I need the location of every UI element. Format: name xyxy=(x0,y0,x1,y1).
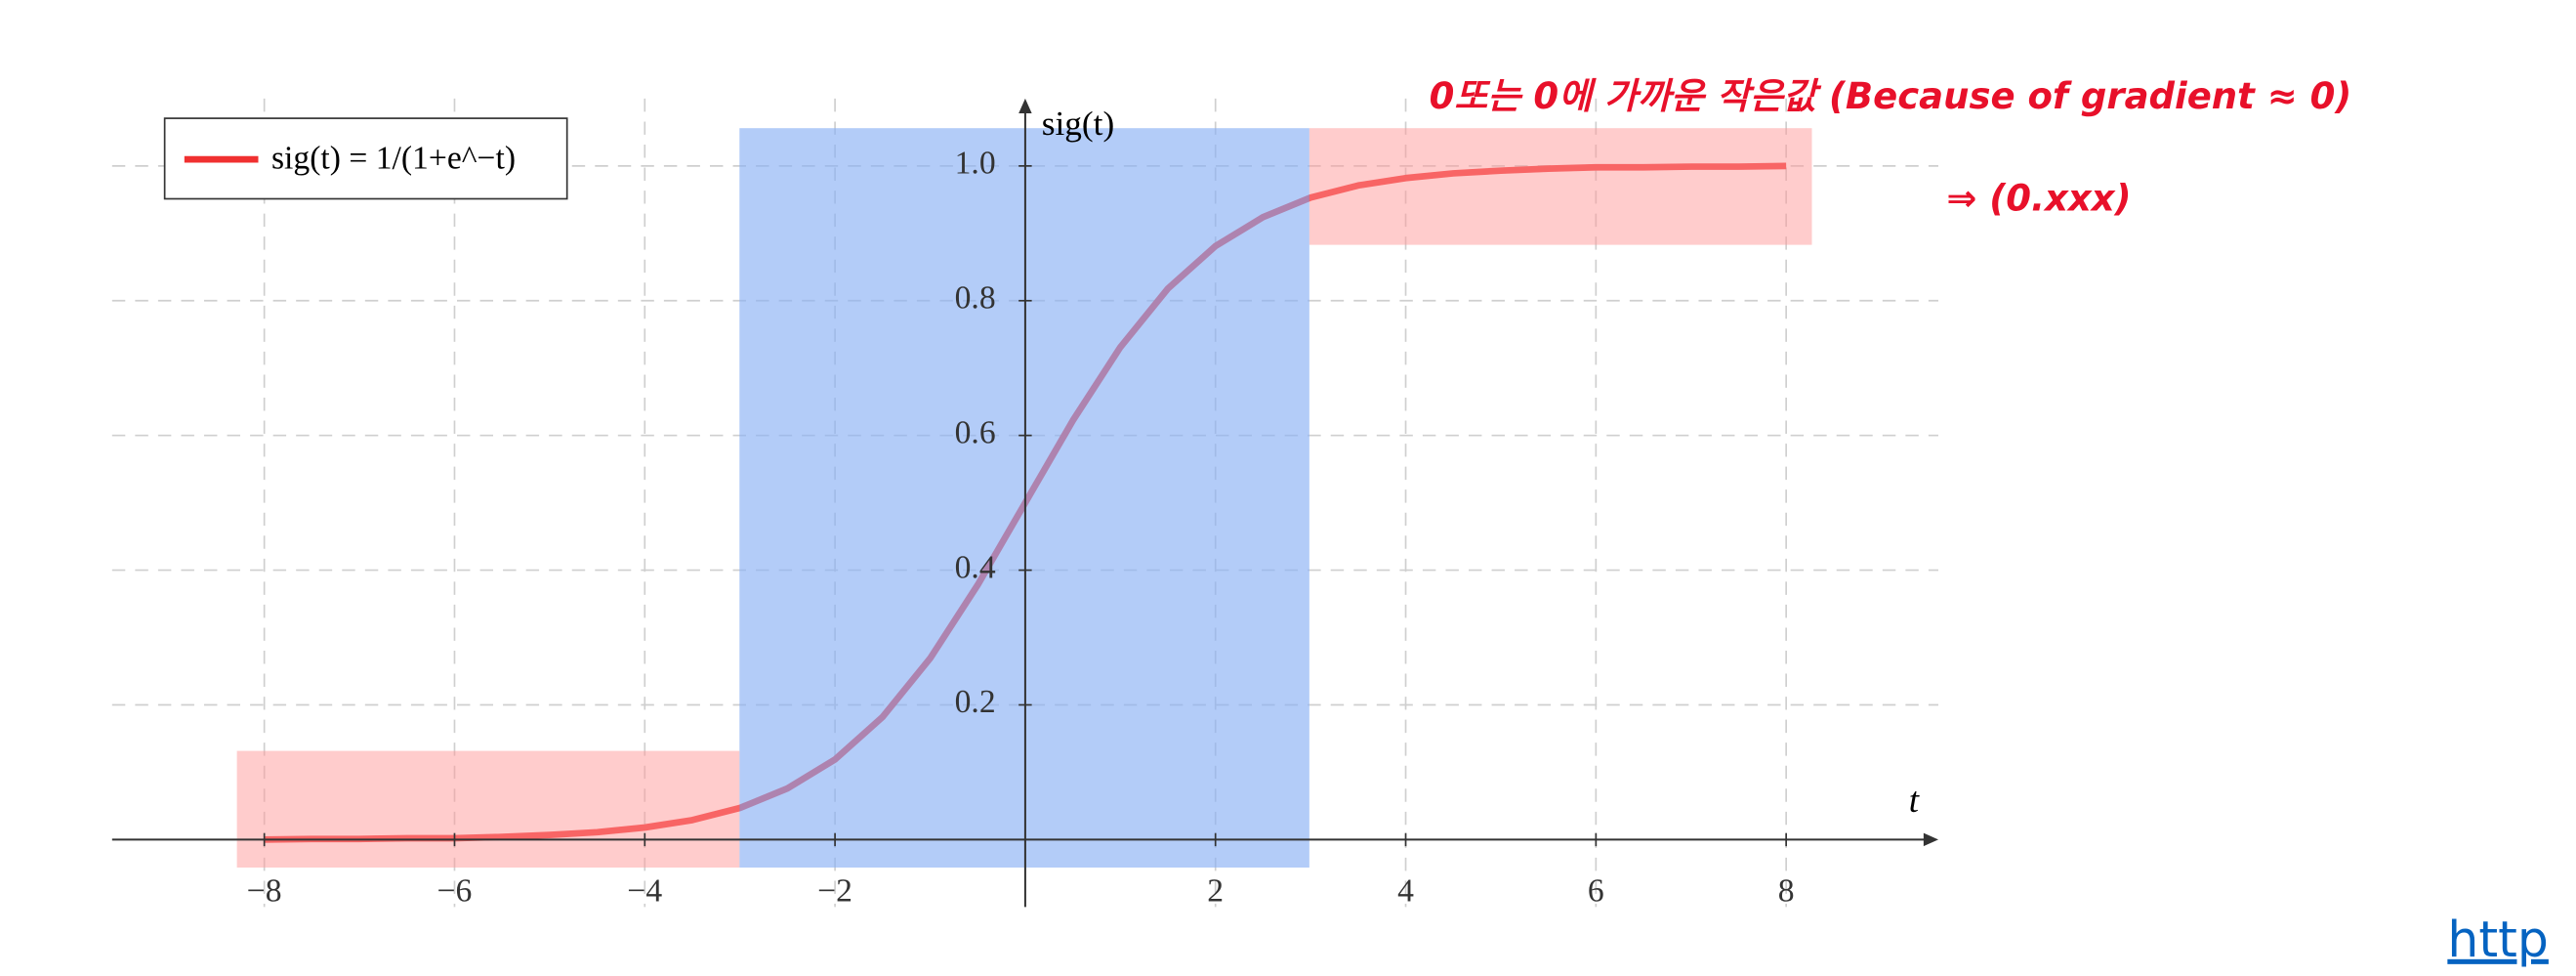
y-axis-title: sig(t) xyxy=(1042,105,1115,143)
y-tick-label: 0.8 xyxy=(955,279,996,316)
x-tick-label: −8 xyxy=(247,873,282,910)
x-axis-arrow xyxy=(1923,832,1938,847)
y-tick-label: 0.4 xyxy=(955,549,996,585)
highlight-high xyxy=(1309,128,1812,245)
x-tick-label: 8 xyxy=(1778,873,1795,910)
x-tick-label: −6 xyxy=(437,873,473,910)
highlight-low xyxy=(236,750,740,868)
y-tick-label: 0.2 xyxy=(955,684,996,720)
axes: −8 −6 −4 −2 2 4 6 8 0.2 0.4 0.6 0.8 1.0 xyxy=(111,98,1938,910)
x-tick-label: 6 xyxy=(1588,873,1604,910)
legend: sig(t) = 1/(1+e^−t) xyxy=(163,117,568,200)
x-tick-label: −4 xyxy=(627,873,662,910)
x-tick-label: 2 xyxy=(1207,873,1224,910)
y-axis-arrow xyxy=(1018,98,1032,114)
y-tick-label: 0.6 xyxy=(955,414,996,450)
annotation: ⇒ (0.xxx) xyxy=(1946,177,2131,219)
y-tick-label: 1.0 xyxy=(955,146,996,182)
annotation: 0또는 0에 가까운 작은값 (Because of gradient ≈ 0) xyxy=(1430,75,2352,117)
link[interactable]: http xyxy=(2447,911,2549,968)
legend-label: sig(t) = 1/(1+e^−t) xyxy=(271,141,516,177)
x-axis-title: t xyxy=(1909,781,1921,821)
x-tick-label: 4 xyxy=(1397,873,1414,910)
x-tick-label: −2 xyxy=(817,873,852,910)
